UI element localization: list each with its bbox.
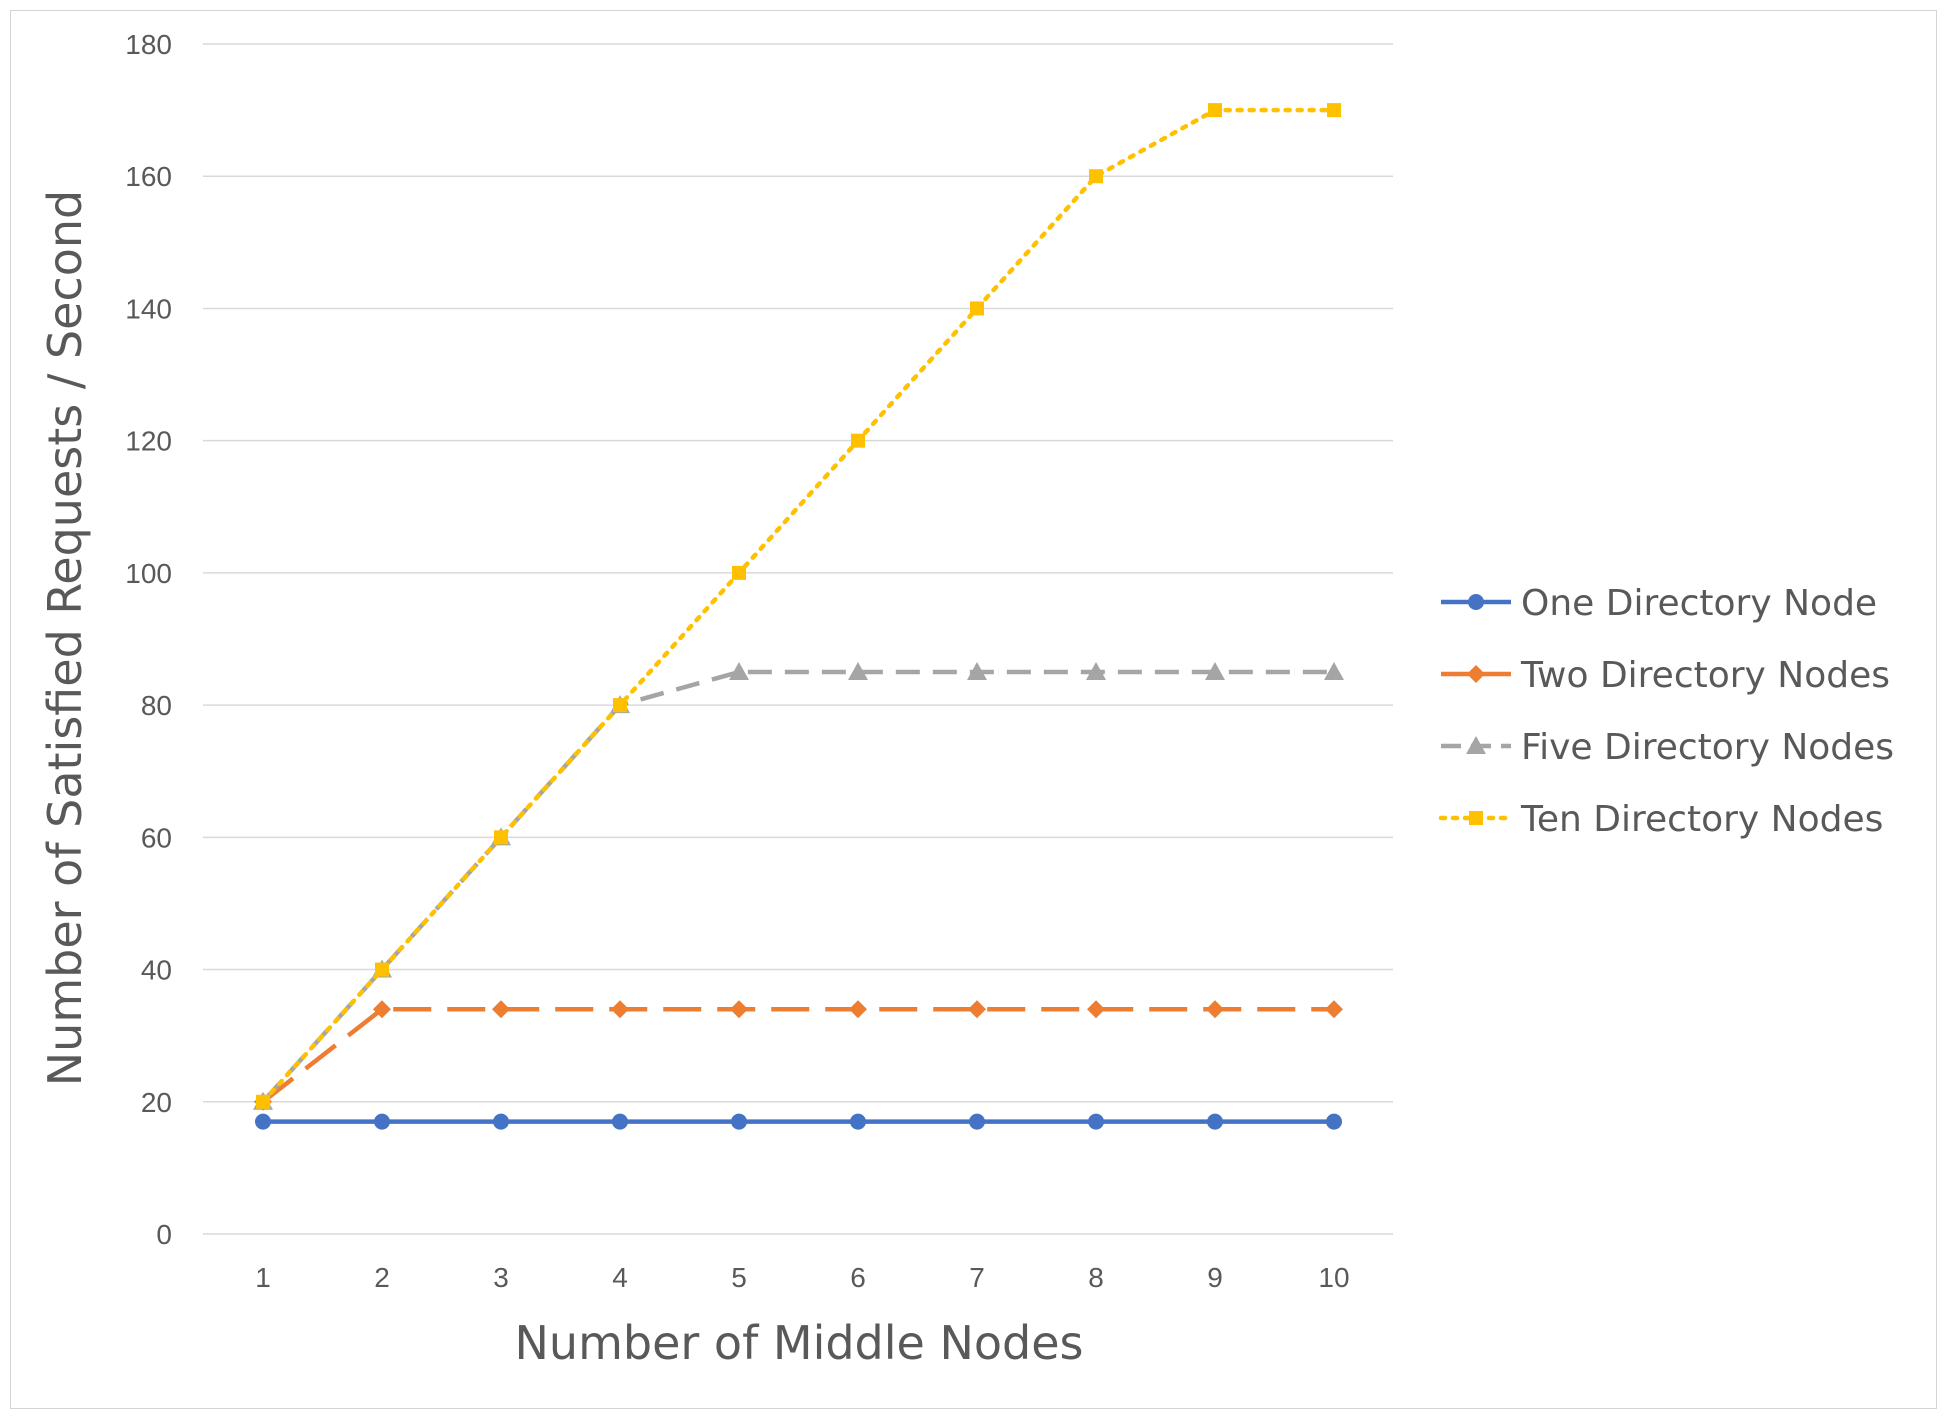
legend-marker bbox=[1469, 811, 1483, 825]
x-tick-label: 4 bbox=[612, 1262, 628, 1293]
data-point bbox=[256, 1094, 270, 1109]
legend-marker bbox=[1467, 665, 1485, 683]
data-point bbox=[849, 1000, 867, 1019]
x-axis-ticks: 1 2 3 4 5 6 7 8 9 10 bbox=[255, 1262, 1349, 1293]
gridlines bbox=[203, 43, 1393, 1235]
data-series bbox=[253, 103, 1344, 1130]
data-point bbox=[1325, 1000, 1343, 1019]
data-point bbox=[1207, 1113, 1223, 1130]
legend-label: Two Directory Nodes bbox=[1520, 655, 1890, 696]
data-point bbox=[848, 662, 868, 681]
legend-marker bbox=[1468, 594, 1484, 610]
y-tick-label: 40 bbox=[141, 955, 172, 986]
legend-entry: One Directory Node bbox=[1441, 583, 1877, 624]
y-tick-label: 160 bbox=[125, 161, 172, 192]
x-tick-label: 1 bbox=[255, 1262, 271, 1293]
y-tick-label: 20 bbox=[141, 1087, 172, 1118]
data-point bbox=[968, 1000, 986, 1019]
data-point bbox=[1326, 1113, 1342, 1130]
y-tick-label: 80 bbox=[141, 690, 172, 721]
x-tick-label: 5 bbox=[731, 1262, 747, 1293]
series-2 bbox=[253, 662, 1344, 1110]
x-tick-label: 3 bbox=[493, 1262, 509, 1293]
data-point bbox=[373, 1000, 391, 1019]
chart-frame bbox=[10, 10, 1937, 1409]
legend-marker bbox=[1466, 736, 1486, 754]
data-point bbox=[1327, 103, 1341, 118]
data-point bbox=[492, 1000, 510, 1019]
series-0 bbox=[255, 1113, 1342, 1130]
x-tick-label: 6 bbox=[850, 1262, 866, 1293]
y-tick-label: 140 bbox=[125, 293, 172, 324]
data-point bbox=[613, 698, 627, 713]
data-point bbox=[970, 301, 984, 316]
legend-label: Five Directory Nodes bbox=[1521, 727, 1894, 768]
data-point bbox=[494, 830, 508, 845]
legend-label: One Directory Node bbox=[1521, 583, 1877, 624]
x-tick-label: 7 bbox=[969, 1262, 985, 1293]
data-point bbox=[493, 1113, 509, 1130]
y-tick-label: 180 bbox=[125, 29, 172, 60]
legend-entry: Five Directory Nodes bbox=[1441, 727, 1894, 768]
x-tick-label: 10 bbox=[1318, 1262, 1349, 1293]
data-point bbox=[611, 1000, 629, 1019]
legend-label: Ten Directory Nodes bbox=[1520, 799, 1883, 840]
x-axis-title: Number of Middle Nodes bbox=[515, 1316, 1084, 1370]
data-point bbox=[1324, 662, 1344, 681]
y-axis-ticks: 0 20 40 60 80 100 120 140 160 180 bbox=[125, 29, 172, 1250]
series-line bbox=[261, 1006, 1334, 1104]
data-point bbox=[1208, 103, 1222, 118]
x-tick-label: 9 bbox=[1207, 1262, 1223, 1293]
series-3 bbox=[256, 103, 1341, 1109]
series-line bbox=[260, 107, 1337, 1105]
data-point bbox=[730, 1000, 748, 1019]
y-tick-label: 120 bbox=[125, 426, 172, 457]
series-1 bbox=[254, 1000, 1343, 1111]
data-point bbox=[1089, 169, 1103, 184]
x-tick-label: 8 bbox=[1088, 1262, 1104, 1293]
data-point bbox=[731, 1113, 747, 1130]
x-tick-label: 2 bbox=[374, 1262, 390, 1293]
series-line bbox=[261, 669, 1334, 1104]
data-point bbox=[1206, 1000, 1224, 1019]
data-point bbox=[612, 1113, 628, 1130]
data-point bbox=[732, 565, 746, 580]
y-tick-label: 60 bbox=[141, 822, 172, 853]
data-point bbox=[729, 662, 749, 681]
data-point bbox=[969, 1113, 985, 1130]
legend-entry: Ten Directory Nodes bbox=[1438, 799, 1883, 840]
data-point bbox=[967, 662, 987, 681]
data-point bbox=[1087, 1000, 1105, 1019]
legend: One Directory Node Two Directory Nodes Fiv… bbox=[1438, 583, 1894, 840]
legend-entry: Two Directory Nodes bbox=[1441, 655, 1890, 696]
data-point bbox=[374, 1113, 390, 1130]
y-tick-label: 100 bbox=[125, 558, 172, 589]
data-point bbox=[850, 1113, 866, 1130]
data-point bbox=[255, 1113, 271, 1130]
data-point bbox=[1205, 662, 1225, 681]
data-point bbox=[1086, 662, 1106, 681]
data-point bbox=[375, 962, 389, 977]
data-point bbox=[1088, 1113, 1104, 1130]
y-tick-label: 0 bbox=[156, 1219, 172, 1250]
data-point bbox=[851, 433, 865, 448]
y-axis-title: Number of Satisfied Requests / Second bbox=[38, 190, 92, 1086]
